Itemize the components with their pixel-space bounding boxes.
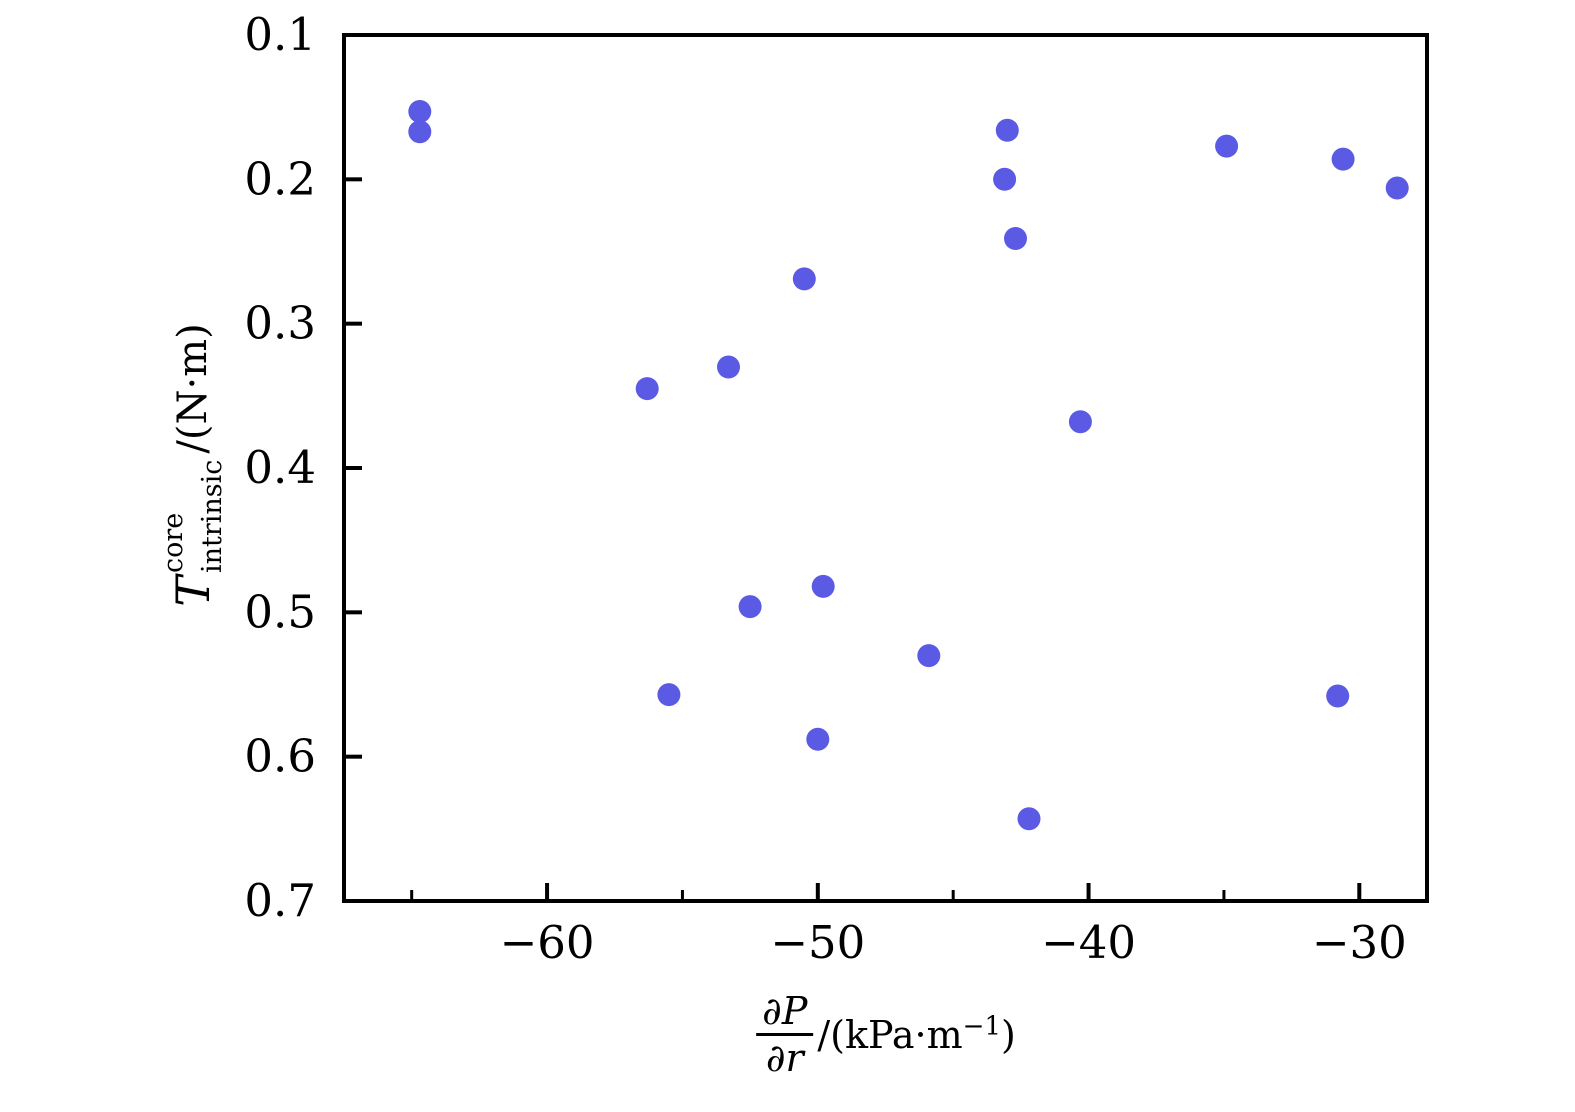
x-axis-units: /(kPa·m−1) xyxy=(817,1013,1015,1057)
x-tick-label: −60 xyxy=(500,916,595,969)
x-tick-label: −30 xyxy=(1312,916,1407,969)
plot-border xyxy=(342,33,1429,903)
scatter-point xyxy=(811,574,835,598)
fraction-bar xyxy=(756,1033,814,1036)
y-axis-label: T core intrinsic /(N·m) xyxy=(158,323,228,607)
scatter-point xyxy=(408,100,432,123)
y-tick-label: 0.4 xyxy=(244,441,316,494)
scatter-point xyxy=(738,595,762,619)
scatter-point xyxy=(1017,807,1041,831)
x-axis-fraction: ∂P ∂r xyxy=(756,989,814,1080)
scatter-point xyxy=(1385,176,1409,200)
y-axis-units: /(N·m) xyxy=(170,323,216,454)
y-tick-label: 0.6 xyxy=(244,730,316,783)
scatter-point xyxy=(657,683,681,707)
y-tick-label: 0.7 xyxy=(244,874,316,927)
scatter-point xyxy=(792,267,816,291)
scatter-point xyxy=(1215,134,1239,158)
y-axis-subscript: intrinsic xyxy=(197,459,228,574)
y-axis-symbol: T xyxy=(166,576,220,607)
scatter-point xyxy=(995,118,1019,142)
fraction-numerator: ∂P xyxy=(762,989,808,1033)
x-axis-unit-exponent: −1 xyxy=(962,1010,1002,1041)
scatter-point xyxy=(717,355,740,379)
scatter-point xyxy=(1331,147,1355,171)
y-tick-label: 0.1 xyxy=(244,8,316,61)
y-tick-label: 0.3 xyxy=(244,297,316,350)
fraction-denominator: ∂r xyxy=(765,1036,804,1080)
x-tick-label: −40 xyxy=(1041,916,1136,969)
scatter-point xyxy=(635,377,659,401)
scatter-point xyxy=(993,167,1017,191)
scatter-point xyxy=(1068,410,1092,434)
scatter-point xyxy=(1326,684,1350,708)
y-tick-label: 0.5 xyxy=(244,585,316,638)
x-axis-unit-prefix: /(kPa·m xyxy=(817,1012,963,1057)
y-tick-label: 0.2 xyxy=(244,152,316,205)
x-axis-unit-suffix: ) xyxy=(1001,1012,1016,1057)
scatter-point xyxy=(1004,227,1027,250)
x-axis-label: ∂P ∂r /(kPa·m−1) xyxy=(756,992,1016,1077)
y-axis-scripts: core intrinsic xyxy=(158,459,228,574)
x-tick-label: −50 xyxy=(770,916,865,969)
scatter-point xyxy=(917,644,941,668)
y-axis-superscript: core xyxy=(158,512,189,574)
scatter-point xyxy=(806,727,830,751)
scatter-point xyxy=(408,120,432,144)
